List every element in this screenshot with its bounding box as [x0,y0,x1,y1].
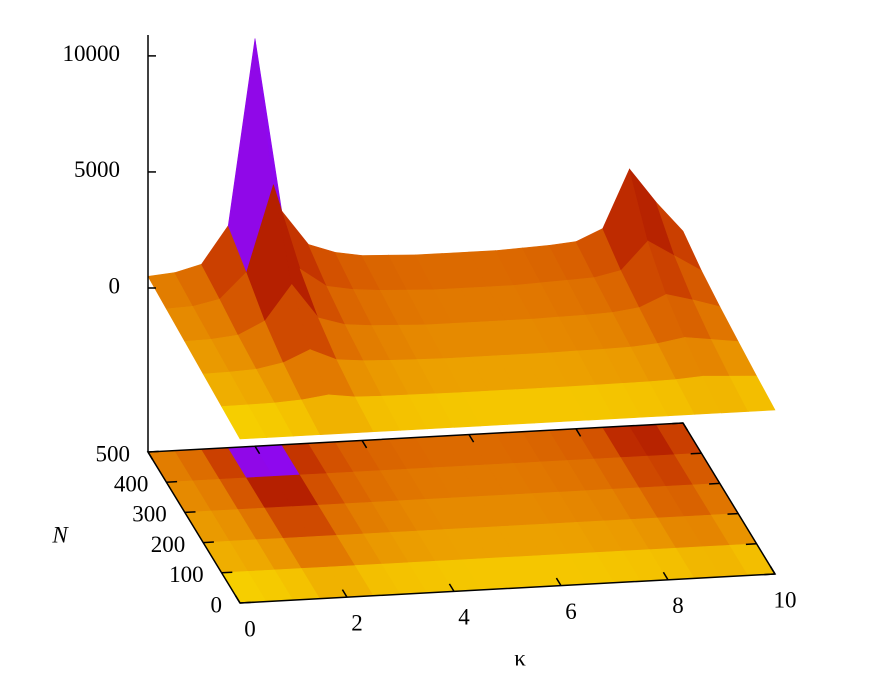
x-tick-back [575,428,582,437]
y-tick-right [745,543,757,546]
y-tick-label: 100 [169,562,204,587]
y-tick-right [709,482,720,485]
y-tick-label: 0 [211,592,223,617]
x-tick [448,583,455,592]
x-tick [341,589,348,598]
x-tick-label: 0 [244,616,256,641]
z-tick-label: 10000 [63,41,121,66]
y-tick-label: 200 [151,532,186,557]
y-tick [184,511,196,514]
y-tick-label: 300 [132,502,167,527]
z-tick-label: 5000 [74,157,120,182]
x-axis-label: κ [514,645,526,670]
x-tick-back [361,440,368,449]
x-tick-label: 4 [458,605,470,630]
y-tick [203,541,214,544]
x-tick-label: 2 [351,610,363,635]
y-tick-right [690,452,702,455]
x-tick-back [468,434,475,443]
x-tick-back [254,445,261,455]
x-tick [662,571,669,581]
x-tick-back [682,422,689,431]
y-tick [239,601,251,604]
y-tick-label: 400 [114,471,149,496]
y-tick [221,571,233,574]
y-tick [147,450,159,453]
y-tick [166,480,178,483]
y-tick-label: 500 [96,441,131,466]
y-tick-right [672,422,684,425]
y-tick-right [727,512,739,515]
x-tick [234,595,241,604]
x-tick-back [147,451,154,460]
y-tick-right [764,573,776,576]
x-tick [769,566,776,575]
x-tick-label: 10 [774,587,797,612]
base-heatmap [147,422,776,604]
surface-cell [729,375,776,412]
x-tick-label: 6 [565,599,577,624]
y-axis-label: N [51,522,69,547]
surface [147,38,776,440]
x-tick-label: 8 [672,593,684,618]
z-tick-label: 0 [109,273,121,298]
x-tick [555,577,562,586]
